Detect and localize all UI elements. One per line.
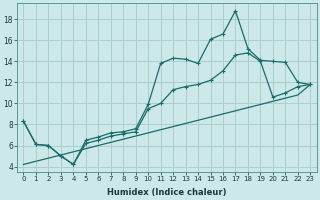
X-axis label: Humidex (Indice chaleur): Humidex (Indice chaleur) — [107, 188, 227, 197]
